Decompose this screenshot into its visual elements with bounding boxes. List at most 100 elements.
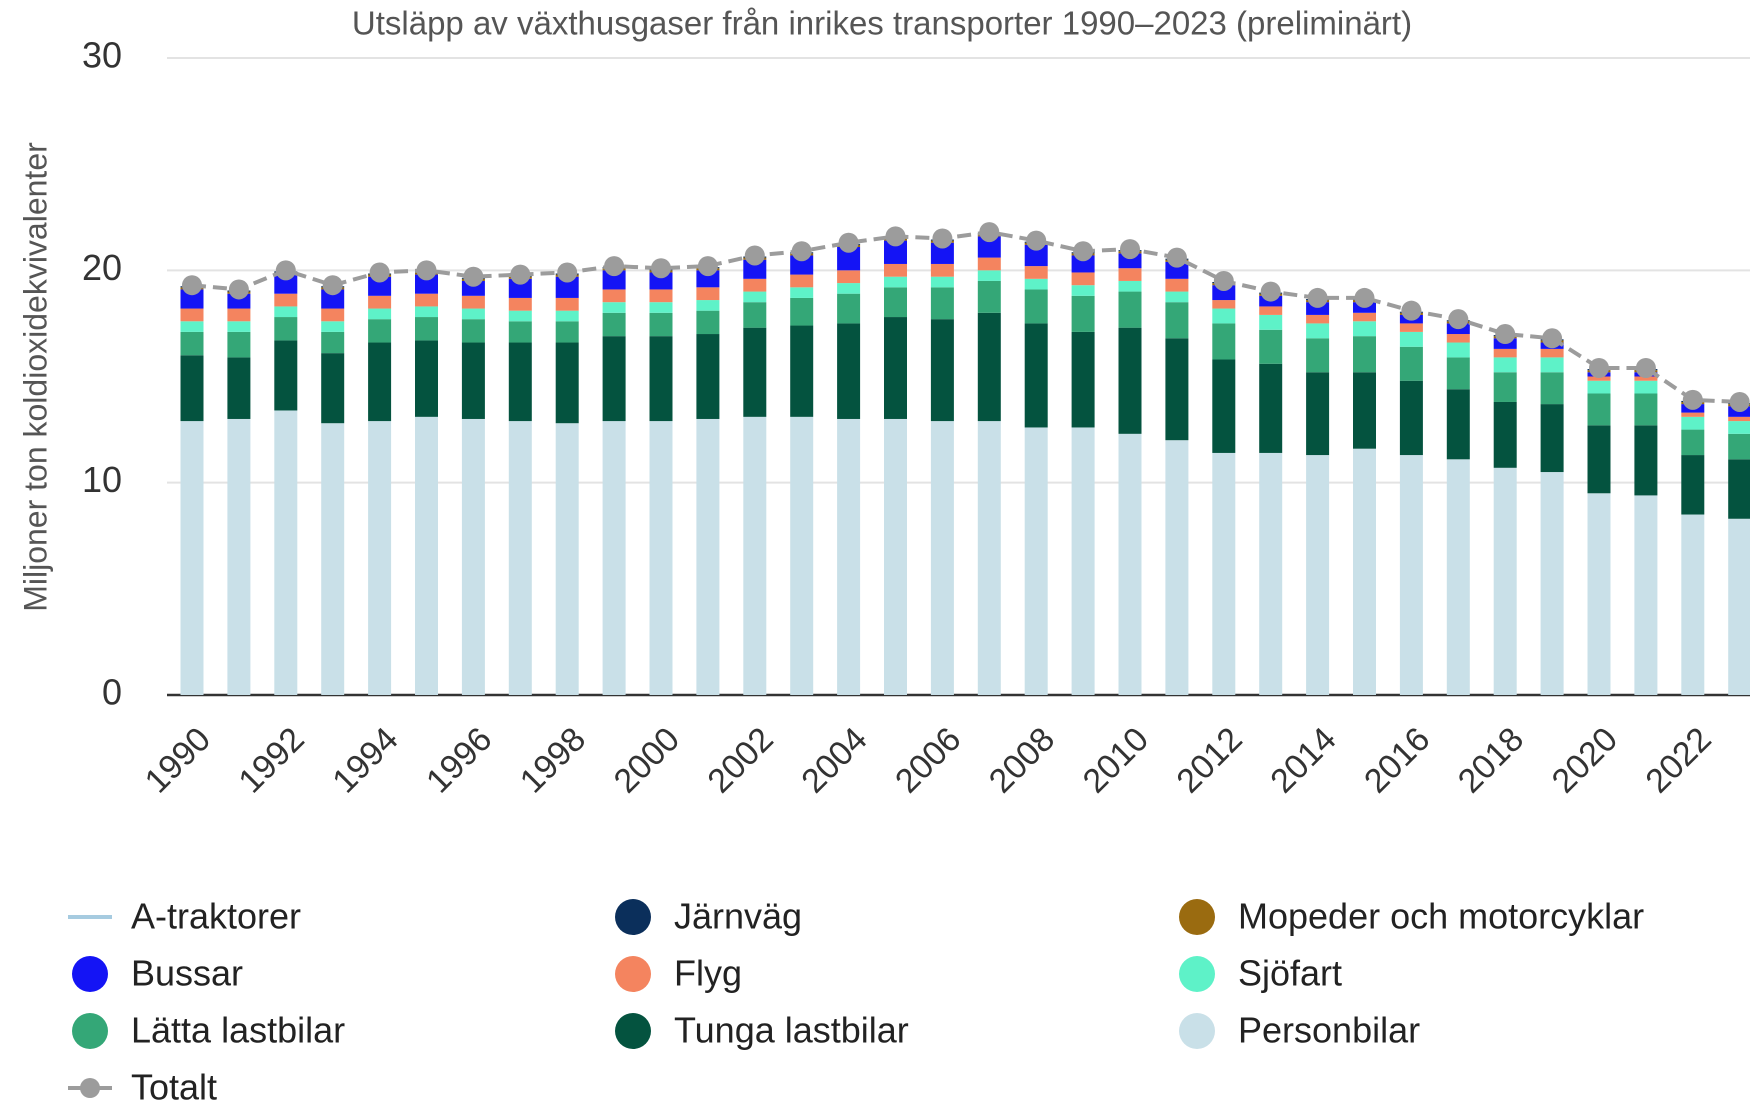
bar-segment — [930, 287, 954, 320]
line-marker — [228, 279, 249, 300]
bar-segment — [227, 418, 251, 695]
bar-segment — [1540, 372, 1564, 405]
bar-segment — [1306, 338, 1330, 373]
bar-segment — [180, 321, 204, 332]
bar-segment — [884, 263, 907, 277]
bar-segment — [1071, 331, 1095, 428]
x-tick-label: 2016 — [1357, 720, 1437, 800]
x-tick-label: 2002 — [700, 720, 780, 800]
bar-segment — [1071, 255, 1095, 273]
line-marker — [322, 275, 343, 296]
line-marker — [416, 260, 437, 281]
bar-segment — [1634, 380, 1658, 394]
bar-segment — [1681, 429, 1705, 456]
x-tick-label: 2020 — [1545, 720, 1625, 800]
x-tick-label: 1998 — [513, 720, 593, 800]
bar-segment — [1446, 334, 1470, 343]
bar-segment — [461, 308, 485, 320]
legend-label: Lätta lastbilar — [131, 1010, 345, 1051]
bar-segment — [1118, 433, 1142, 695]
bar-segment — [1024, 427, 1048, 695]
line-marker — [1448, 309, 1469, 330]
bar-segment — [555, 276, 579, 298]
legend-marker — [72, 1013, 108, 1049]
bar-segment — [977, 421, 1001, 695]
bar-segment — [1353, 312, 1376, 322]
bar-segment — [977, 312, 1001, 422]
bar-segment — [649, 289, 673, 303]
bar-segment — [837, 246, 861, 271]
legend-label: Bussar — [131, 953, 243, 994]
bar-segment — [461, 342, 485, 419]
bar-segment — [743, 259, 767, 279]
x-tick-label: 2018 — [1451, 720, 1531, 800]
legend-label: Järnväg — [674, 896, 802, 937]
bar-segment — [649, 272, 673, 290]
bar-segment — [1212, 452, 1236, 695]
bar-segment — [461, 418, 485, 695]
bar-segment — [415, 274, 438, 294]
bar-segment — [227, 331, 251, 358]
bar-segment — [274, 293, 298, 307]
line-marker — [1495, 324, 1516, 345]
bar-segment — [1024, 323, 1048, 428]
legend-label: Mopeder och motorcyklar — [1238, 896, 1644, 937]
line-marker — [1073, 241, 1094, 262]
y-axis-label: Miljoner ton koldioxidekvivalenter — [17, 142, 53, 612]
x-tick-label: 2010 — [1076, 720, 1156, 800]
x-tick-label: 1992 — [231, 720, 311, 800]
y-tick-label: 30 — [82, 35, 122, 76]
bar-segment — [1165, 440, 1189, 695]
bar-segment — [180, 308, 204, 322]
bar-segment — [930, 242, 954, 264]
bar-segment — [1212, 323, 1236, 360]
bar-segment — [884, 287, 907, 318]
bar-segment — [1306, 314, 1330, 324]
bar-segment — [602, 302, 626, 313]
bar-segment — [1728, 433, 1750, 460]
bar-segment — [930, 276, 954, 288]
line-marker — [1166, 247, 1187, 268]
bar-segment — [743, 327, 767, 417]
bar-segment — [555, 321, 579, 343]
line-marker — [557, 262, 578, 283]
bar-segment — [1353, 372, 1376, 449]
bar-segment — [1446, 357, 1470, 390]
x-tick-label: 2014 — [1263, 720, 1343, 800]
legend-label: Flyg — [674, 953, 742, 994]
bar-segment — [180, 289, 204, 309]
legend-marker — [72, 956, 108, 992]
chart-title: Utsläpp av växthusgaser från inrikes tra… — [352, 5, 1412, 42]
bar-segment — [1259, 314, 1283, 330]
bar-segment — [368, 342, 392, 422]
bar-segment — [1728, 421, 1750, 434]
bar-segment — [1024, 278, 1048, 290]
bar-segment — [930, 421, 954, 695]
bar-segment — [1118, 327, 1142, 434]
bar-segment — [837, 283, 861, 294]
x-tick-label: 2008 — [982, 720, 1062, 800]
bar-segment — [1259, 306, 1283, 315]
bar-segment — [1728, 416, 1750, 422]
bar-segment — [977, 270, 1001, 281]
line-marker — [744, 245, 765, 266]
bar-segment — [321, 423, 345, 695]
line-marker — [885, 226, 906, 247]
bar-segment — [274, 410, 298, 695]
bar-segment — [368, 308, 392, 320]
bar-segment — [1540, 472, 1564, 695]
bar-segment — [555, 297, 579, 311]
line-marker — [1635, 358, 1656, 379]
line-marker — [369, 262, 390, 283]
bar-segment — [1306, 323, 1330, 339]
bar-segment — [1165, 261, 1189, 279]
bar-segment — [1493, 348, 1517, 358]
bar-segment — [1212, 308, 1236, 324]
bar-segment — [649, 312, 673, 337]
bar-segment — [649, 302, 673, 313]
bar-segment — [508, 421, 532, 695]
bar-segment — [790, 325, 814, 417]
line-marker — [510, 264, 531, 285]
x-tick-label: 2022 — [1638, 720, 1718, 800]
